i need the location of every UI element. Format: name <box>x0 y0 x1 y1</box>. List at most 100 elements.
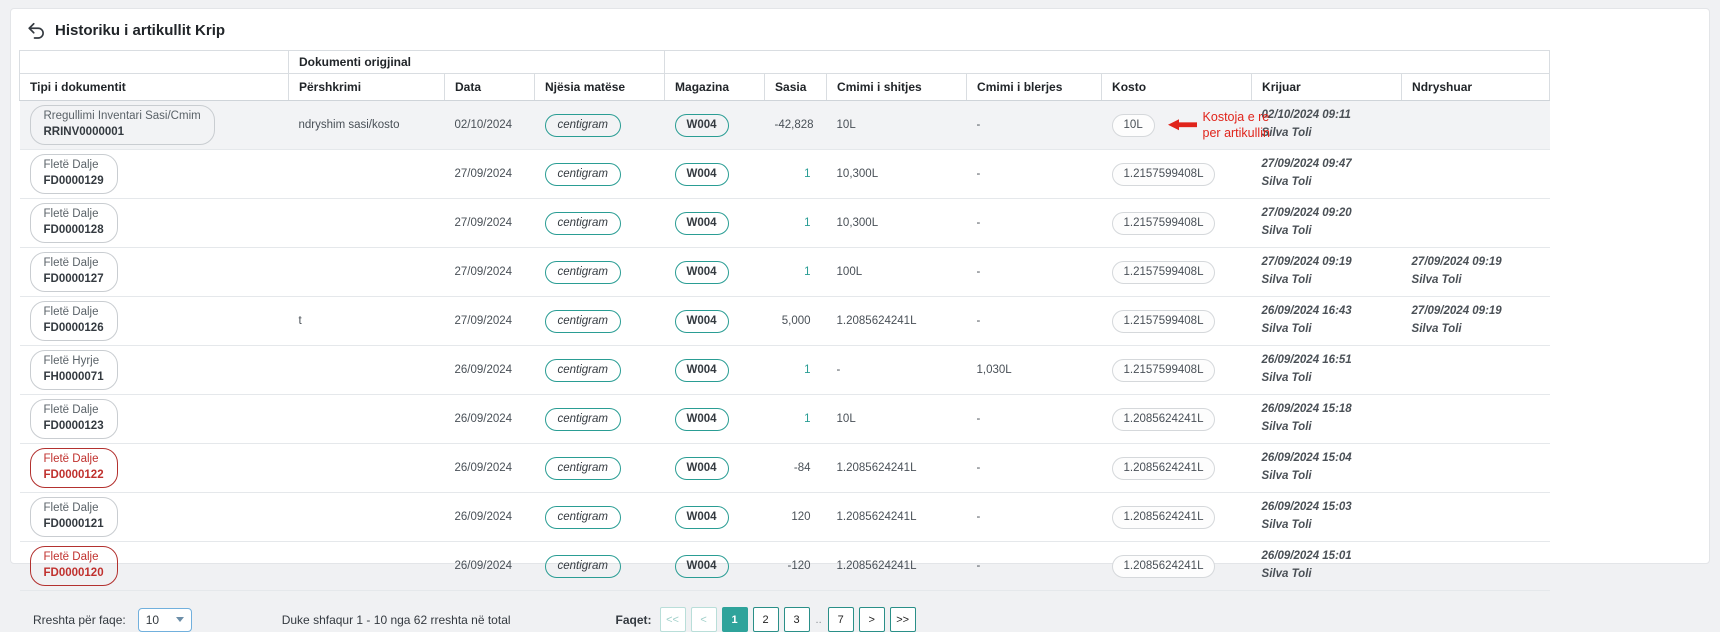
page-button-first: << <box>660 607 686 632</box>
sale-price-cell: 10L <box>827 101 967 150</box>
sale-price-cell: 1.2085624241L <box>827 297 967 346</box>
created-timestamp: 27/09/2024 09:20 <box>1262 205 1392 223</box>
document-type-label: Fletë Dalje <box>44 452 104 468</box>
document-badge[interactable]: Fletë DaljeFD0000126 <box>30 301 118 341</box>
table-row-fd0000123[interactable]: Fletë DaljeFD000012326/09/2024centigramW… <box>20 395 1550 444</box>
warehouse-cell: W004 <box>665 395 765 444</box>
description-cell: ndryshim sasi/kosto <box>289 101 445 150</box>
table-row-fd0000126[interactable]: Fletë DaljeFD0000126t27/09/2024centigram… <box>20 297 1550 346</box>
col-header-krijuar: Krijuar <box>1252 74 1402 101</box>
document-badge[interactable]: Fletë DaljeFD0000127 <box>30 252 118 292</box>
warehouse-cell: W004 <box>665 248 765 297</box>
created-cell: 26/09/2024 15:03Silva Toli <box>1252 493 1402 542</box>
modified-cell <box>1402 199 1550 248</box>
document-badge[interactable]: Fletë DaljeFD0000120 <box>30 546 118 586</box>
quantity-cell: 5,000 <box>765 297 827 346</box>
cost-cell: 1.2157599408L <box>1102 297 1252 346</box>
column-header-row: Tipi i dokumentitPërshkrimiDataNjësia ma… <box>20 74 1550 101</box>
document-type-label: Fletë Dalje <box>44 550 104 566</box>
document-badge[interactable]: Fletë DaljeFD0000121 <box>30 497 118 537</box>
warehouse-cell: W004 <box>665 297 765 346</box>
cost-cell: 1.2085624241L <box>1102 395 1252 444</box>
modified-cell <box>1402 346 1550 395</box>
modified-cell <box>1402 150 1550 199</box>
date-cell: 27/09/2024 <box>445 150 535 199</box>
modified-cell: 27/09/2024 09:19Silva Toli <box>1402 297 1550 346</box>
created-timestamp: 27/09/2024 09:19 <box>1262 254 1392 272</box>
purchase-price-cell: - <box>967 395 1102 444</box>
warehouse-badge: W004 <box>675 261 729 284</box>
page-button-1[interactable]: 1 <box>722 607 748 632</box>
document-badge[interactable]: Rregullimi Inventari Sasi/CmimRRINV00000… <box>30 105 215 145</box>
created-timestamp: 26/09/2024 16:51 <box>1262 352 1392 370</box>
back-icon[interactable] <box>27 22 45 39</box>
purchase-price-cell: - <box>967 150 1102 199</box>
unit-cell: centigram <box>535 493 665 542</box>
cost-cell: 1.2157599408L <box>1102 248 1252 297</box>
page-button-2[interactable]: 2 <box>753 607 779 632</box>
document-type-cell: Fletë DaljeFD0000129 <box>20 150 289 199</box>
cost-cell: 1.2157599408L <box>1102 346 1252 395</box>
created-user: Silva Toli <box>1262 223 1392 241</box>
document-type-cell: Fletë DaljeFD0000127 <box>20 248 289 297</box>
cost-badge: 1.2085624241L <box>1112 457 1216 480</box>
unit-badge: centigram <box>545 359 622 382</box>
rows-per-page-select[interactable]: 10 <box>138 608 192 632</box>
purchase-price-cell: - <box>967 199 1102 248</box>
date-cell: 26/09/2024 <box>445 346 535 395</box>
sale-price-cell: - <box>827 346 967 395</box>
page-button-next[interactable]: > <box>859 607 885 632</box>
col-header-tipi-i-dokumentit: Tipi i dokumentit <box>20 74 289 101</box>
document-type-label: Fletë Hyrje <box>44 354 104 370</box>
warehouse-badge: W004 <box>675 457 729 480</box>
modified-user: Silva Toli <box>1412 272 1540 290</box>
cost-cell: 10LKostoja e reper artikullin <box>1102 101 1252 150</box>
unit-cell: centigram <box>535 542 665 591</box>
document-number: FD0000121 <box>44 517 104 533</box>
cost-badge: 1.2157599408L <box>1112 310 1216 333</box>
description-cell <box>289 346 445 395</box>
history-table: Dokumenti origjinal Tipi i dokumentitPër… <box>19 50 1550 591</box>
description-cell <box>289 248 445 297</box>
group-header-empty-left <box>20 51 289 74</box>
document-type-label: Fletë Dalje <box>44 256 104 272</box>
rows-per-page-label: Rreshta për faqe: <box>33 613 126 627</box>
table-row-fd0000128[interactable]: Fletë DaljeFD000012827/09/2024centigramW… <box>20 199 1550 248</box>
table-row-fd0000120[interactable]: Fletë DaljeFD0000120 26/09/2024 centigram W… <box>20 542 1550 591</box>
page-button-3[interactable]: 3 <box>784 607 810 632</box>
col-header-kosto: Kosto <box>1102 74 1252 101</box>
group-header-row: Dokumenti origjinal <box>20 51 1550 74</box>
unit-badge: centigram <box>545 114 622 137</box>
table-row-fd0000122[interactable]: Fletë DaljeFD000012226/09/2024centigramW… <box>20 444 1550 493</box>
unit-badge: centigram <box>545 163 622 186</box>
document-badge[interactable]: Fletë HyrjeFH0000071 <box>30 350 118 390</box>
warehouse-cell: W004 <box>665 199 765 248</box>
created-cell: 27/09/2024 09:19Silva Toli <box>1252 248 1402 297</box>
modified-cell <box>1402 493 1550 542</box>
pagination: <<<123..7>>> <box>660 607 921 632</box>
document-type-cell: Fletë DaljeFD0000121 <box>20 493 289 542</box>
unit-badge: centigram <box>545 555 622 578</box>
document-badge[interactable]: Fletë DaljeFD0000129 <box>30 154 118 194</box>
page-title: Historiku i artikullit Krip <box>55 22 225 39</box>
document-badge[interactable]: Fletë DaljeFD0000122 <box>30 448 118 488</box>
cost-cell: 1.2085624241L <box>1102 493 1252 542</box>
table-row-fh0000071[interactable]: Fletë HyrjeFH000007126/09/2024centigramW… <box>20 346 1550 395</box>
modified-timestamp: 27/09/2024 09:19 <box>1412 254 1540 272</box>
document-badge[interactable]: Fletë DaljeFD0000123 <box>30 399 118 439</box>
document-badge[interactable]: Fletë DaljeFD0000128 <box>30 203 118 243</box>
col-header-data: Data <box>445 74 535 101</box>
table-row-rrinv0000001[interactable]: Rregullimi Inventari Sasi/CmimRRINV00000… <box>20 101 1550 150</box>
table-row-fd0000129[interactable]: Fletë DaljeFD000012927/09/2024centigramW… <box>20 150 1550 199</box>
table-row-fd0000121[interactable]: Fletë DaljeFD000012126/09/2024centigramW… <box>20 493 1550 542</box>
page-button-last[interactable]: >> <box>890 607 916 632</box>
warehouse-cell: W004 <box>665 542 765 591</box>
document-number: FD0000126 <box>44 321 104 337</box>
table-row-fd0000127[interactable]: Fletë DaljeFD000012727/09/2024centigramW… <box>20 248 1550 297</box>
document-type-label: Fletë Dalje <box>44 158 104 174</box>
date-cell: 26/09/2024 <box>445 542 535 591</box>
created-timestamp: 27/09/2024 09:47 <box>1262 156 1392 174</box>
page-button-7[interactable]: 7 <box>828 607 854 632</box>
created-user: Silva Toli <box>1262 419 1392 437</box>
modified-cell <box>1402 395 1550 444</box>
